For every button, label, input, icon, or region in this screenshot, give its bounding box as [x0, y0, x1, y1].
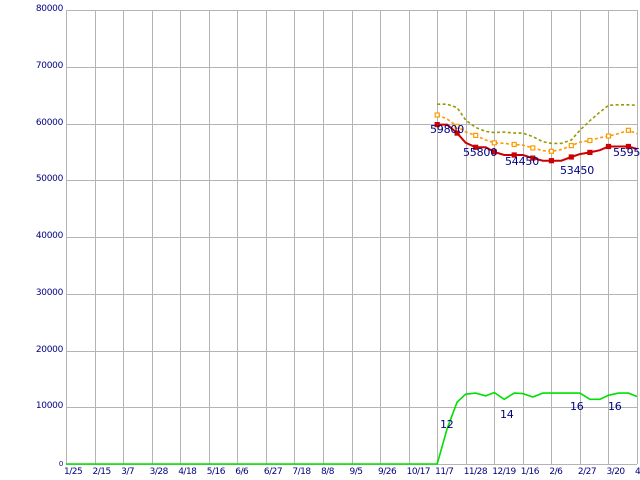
data-point-label: 16: [608, 400, 622, 413]
x-axis-tick-label: 7/18: [292, 467, 311, 477]
x-axis-tick-label: 5/16: [206, 467, 226, 477]
series-marker: [625, 143, 632, 150]
x-axis-tick-label: 11/28: [463, 467, 488, 477]
x-axis-tick-label: 3/20: [606, 467, 625, 477]
series-marker: [530, 145, 536, 151]
data-point-label: 53450: [560, 164, 594, 177]
series-marker: [548, 148, 555, 154]
x-axis-tick-label: 6/27: [263, 467, 283, 477]
series-marker: [625, 127, 632, 133]
data-point-label: 12: [440, 418, 454, 431]
x-axis-tick-label: 8/8: [320, 467, 334, 477]
series-line-green-series: [66, 391, 638, 465]
gridlines: [66, 10, 638, 465]
y-axis-tick-label: 60000: [35, 117, 63, 128]
series-marker: [511, 141, 517, 148]
series-line-red-series: [437, 123, 638, 162]
series-marker: [491, 140, 497, 146]
x-axis-tick-label: 4/3: [635, 467, 640, 477]
y-axis-tick-label: 70000: [35, 60, 63, 71]
series-marker: [473, 132, 479, 138]
series-marker: [568, 143, 574, 149]
x-axis-tick-label: 4/18: [178, 467, 197, 477]
data-point-label: 55950: [613, 146, 640, 159]
series-marker: [587, 137, 593, 144]
series-marker: [548, 158, 555, 164]
series-marker: [454, 123, 460, 129]
series-marker: [530, 155, 536, 161]
data-point-label: 55800: [463, 146, 497, 159]
series-marker: [568, 154, 574, 160]
y-axis-tick-label: 20000: [35, 344, 63, 355]
x-axis-tick-label: 11/7: [435, 467, 454, 477]
series-line-orange-series: [436, 114, 638, 153]
x-axis-tick-label: 12/19: [492, 467, 516, 477]
x-axis-tick-label: 6/6: [235, 467, 249, 477]
y-axis-tick-label: 80000: [35, 4, 63, 14]
series-marker: [473, 144, 479, 150]
x-axis-tick-label: 2/27: [577, 467, 597, 477]
series-marker: [434, 112, 440, 118]
series-marker: [605, 143, 612, 150]
x-axis-tick-label: 3/28: [149, 467, 169, 477]
x-axis-tick-label: 9/26: [378, 467, 397, 477]
data-point-label: 16: [570, 400, 584, 413]
x-axis-tick-label: 1/25: [64, 467, 83, 477]
y-axis-tick-label: 0: [58, 460, 63, 468]
x-axis-tick-label: 2/15: [92, 467, 112, 477]
x-axis-tick-label: 1/16: [520, 467, 540, 477]
y-axis-tick-label: 50000: [35, 174, 63, 185]
x-axis-tick-label: 3/7: [121, 467, 135, 477]
x-axis-tick-label: 9/5: [349, 467, 363, 477]
data-point-label: 59800: [430, 123, 464, 136]
series-markers-red-series: [434, 121, 632, 164]
x-axis-tick-label: 10/17: [406, 467, 431, 477]
series-marker: [454, 130, 460, 136]
series-marker: [434, 121, 440, 128]
y-axis-tick-label: 40000: [35, 231, 63, 241]
series-marker: [511, 152, 517, 158]
series-marker: [587, 149, 593, 155]
y-axis-tick-label: 30000: [35, 287, 63, 298]
series-marker: [605, 133, 612, 139]
data-point-label: 54450: [505, 155, 539, 168]
x-axis-tick-label: 2/6: [549, 467, 563, 477]
series-markers-orange-series: [434, 112, 632, 154]
series-marker: [491, 149, 497, 155]
data-point-label: 14: [500, 408, 514, 421]
y-axis-tick-label: 10000: [35, 401, 63, 412]
